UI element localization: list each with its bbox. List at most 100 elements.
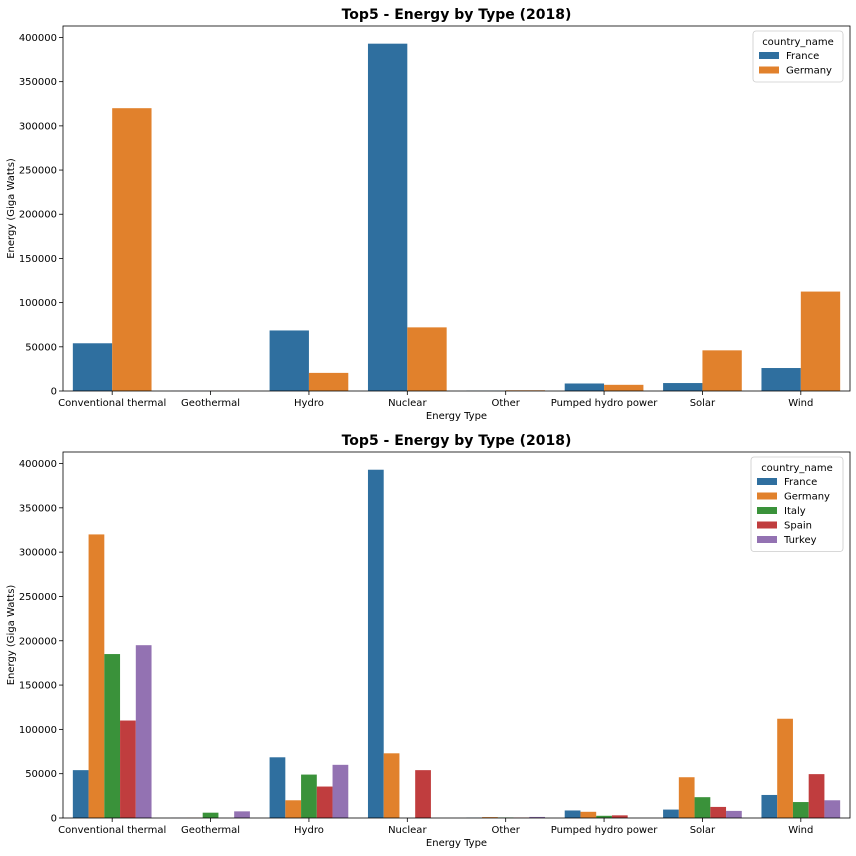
x-tick-label: Hydro: [294, 825, 324, 836]
chart-title: Top5 - Energy by Type (2018): [342, 433, 572, 449]
axes-frame: [62, 451, 851, 819]
x-tick-label: Geothermal: [181, 398, 240, 409]
bar-spain-7: [808, 774, 825, 818]
x-tick-label: Other: [491, 398, 520, 409]
legend-item: Germany: [784, 492, 830, 503]
y-axis-label: Energy (Giga Watts): [6, 585, 17, 686]
legend-item: France: [786, 51, 819, 62]
legend-item: France: [784, 477, 817, 488]
y-tick-label: 150000: [19, 254, 57, 265]
legend-swatch: [759, 52, 779, 59]
bar-spain-0: [120, 720, 136, 818]
bar-france-6: [663, 383, 703, 391]
x-tick-label: Pumped hydro power: [551, 825, 659, 836]
chart-1: 0 50000 100000 150000 200000 250000 300000 3500…: [6, 7, 851, 422]
legend-item: Italy: [784, 506, 806, 517]
x-axis-label: Energy Type: [426, 838, 487, 849]
bar-france-2: [269, 757, 286, 818]
x-tick-label: Other: [491, 825, 520, 836]
bar-germany-0: [112, 108, 152, 391]
bar-france-5: [564, 810, 581, 818]
legend-item: Turkey: [783, 535, 817, 546]
bar-france-2: [269, 330, 309, 391]
x-tick-label: Conventional thermal: [58, 825, 166, 836]
legend-item: Spain: [784, 521, 812, 532]
bar-spain-5: [611, 815, 628, 818]
bar-germany-6: [702, 350, 742, 391]
y-tick-label: 350000: [19, 503, 57, 514]
bar-germany-5: [604, 384, 644, 391]
y-tick-label: 300000: [19, 121, 57, 132]
bar-france-7: [761, 794, 778, 818]
bar-italy-2: [301, 774, 317, 818]
legend-swatch: [759, 66, 779, 74]
y-tick-label: 250000: [19, 166, 57, 177]
bar-italy-0: [104, 654, 121, 818]
x-tick-label: Wind: [788, 398, 813, 409]
x-tick-label: Nuclear: [388, 398, 427, 409]
legend: country_name France Germany Italy Spain Turke…: [750, 456, 844, 552]
x-tick-label: Hydro: [294, 398, 324, 409]
bar-france-0: [72, 343, 113, 391]
y-axis-label: Energy (Giga Watts): [6, 158, 17, 259]
chart-title: Top5 - Energy by Type (2018): [342, 7, 572, 23]
y-tick-label: 200000: [19, 636, 57, 647]
y-tick-label: 100000: [19, 298, 57, 309]
bar-italy-7: [792, 802, 809, 818]
bar-turkey-6: [726, 810, 742, 818]
legend-swatch: [757, 478, 777, 485]
y-tick-label: 50000: [25, 342, 57, 353]
bar-turkey-7: [824, 800, 841, 818]
axes-frame: [62, 25, 851, 392]
chart-2: 0 50000 100000 150000 200000 250000 300000 3500…: [6, 433, 851, 849]
y-tick-label: 400000: [19, 33, 57, 44]
legend-title: country_name: [761, 463, 833, 474]
bar-germany-7: [800, 291, 841, 391]
y-tick-label: 0: [51, 387, 57, 398]
bar-spain-2: [316, 786, 333, 818]
y-tick-label: 400000: [19, 459, 57, 470]
x-tick-label: Nuclear: [388, 825, 427, 836]
bar-italy-1: [202, 812, 219, 818]
x-tick-label: Solar: [690, 398, 716, 409]
x-tick-label: Pumped hydro power: [551, 398, 659, 409]
y-tick-label: 250000: [19, 592, 57, 603]
bar-germany-3: [407, 327, 447, 391]
y-tick-label: 0: [51, 814, 57, 825]
bar-italy-6: [694, 797, 711, 818]
bar-france-0: [72, 770, 89, 818]
legend-swatch: [757, 507, 777, 514]
legend: country_name France Germany: [752, 30, 844, 83]
x-tick-label: Wind: [788, 825, 813, 836]
y-tick-label: 100000: [19, 725, 57, 736]
bar-turkey-4: [529, 816, 546, 818]
bar-germany-2: [285, 800, 302, 818]
bar-italy-5: [596, 815, 612, 818]
bar-turkey-0: [135, 645, 152, 818]
legend-item: Germany: [786, 66, 832, 77]
bar-spain-3: [415, 770, 431, 818]
bar-france-6: [663, 809, 679, 818]
legend-swatch: [757, 521, 777, 529]
bar-germany-6: [678, 777, 695, 818]
legend-title: country_name: [762, 37, 834, 48]
bar-germany-3: [383, 753, 400, 818]
bar-france-5: [564, 383, 605, 391]
legend-swatch: [757, 536, 777, 543]
bar-germany-4: [482, 817, 498, 818]
x-tick-label: Conventional thermal: [58, 398, 166, 409]
bar-spain-6: [710, 806, 727, 818]
bar-turkey-1: [234, 811, 250, 818]
bar-france-3: [367, 43, 408, 392]
y-tick-label: 200000: [19, 210, 57, 221]
bar-turkey-2: [332, 764, 349, 818]
y-tick-label: 300000: [19, 548, 57, 559]
bar-germany-2: [308, 372, 349, 391]
legend-swatch: [757, 492, 777, 500]
x-axis-label: Energy Type: [426, 411, 487, 422]
x-tick-label: Solar: [690, 825, 716, 836]
bar-france-3: [367, 469, 384, 818]
y-tick-label: 350000: [19, 77, 57, 88]
y-tick-label: 50000: [25, 769, 57, 780]
